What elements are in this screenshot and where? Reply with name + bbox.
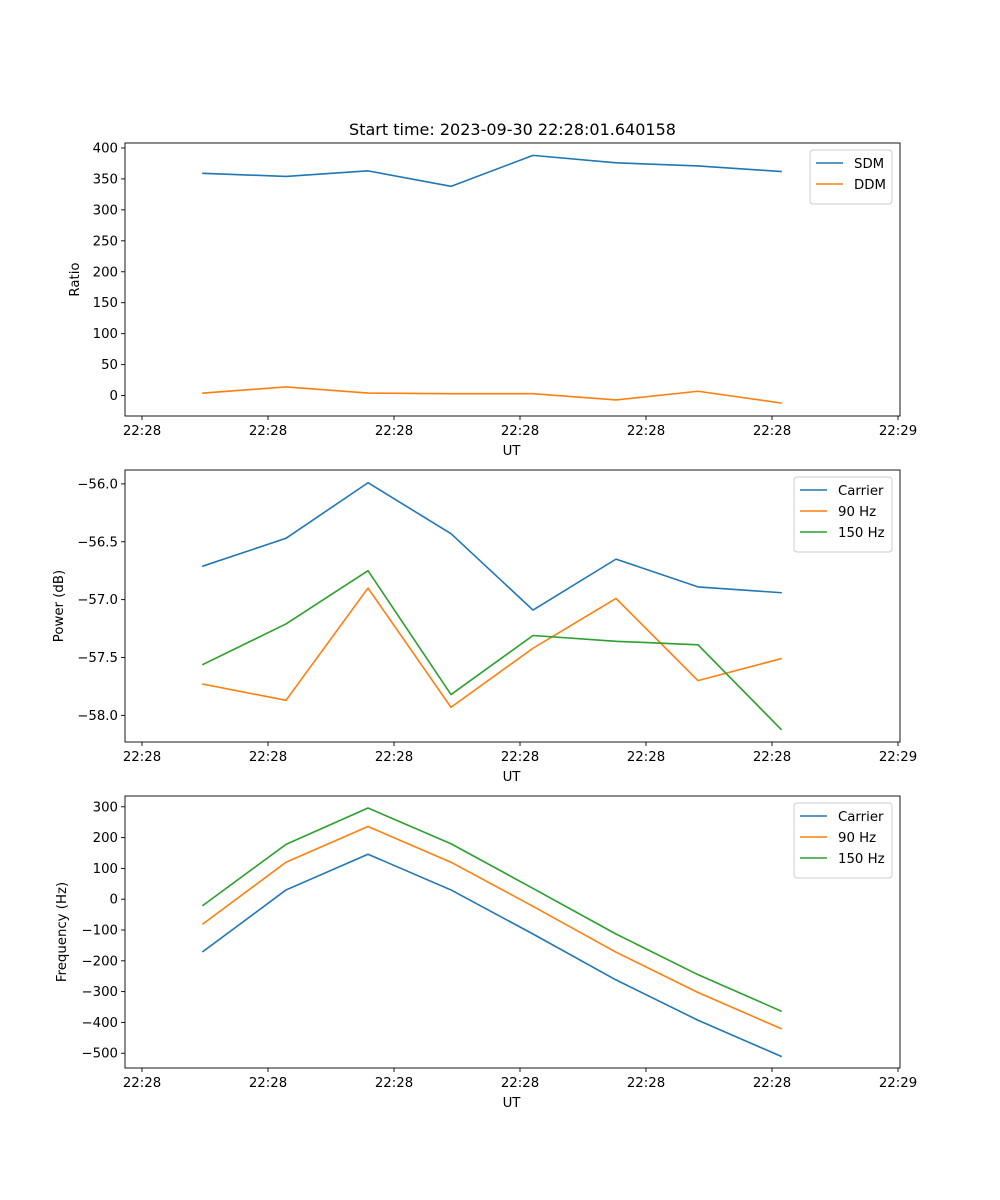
x-tick-label: 22:28 — [249, 424, 287, 439]
chart-panel-3: 22:28 22:28 22:28 22:28 22:28 22:28 22:29 −500 −… — [55, 795, 917, 1111]
x-tick-label: 22:28 — [123, 750, 161, 765]
legend-label: DDM — [854, 178, 886, 193]
y-tick-label: −57.0 — [77, 593, 118, 608]
legend: Carrier 90 Hz 150 Hz — [793, 476, 893, 553]
y-tick-label: 300 — [93, 203, 118, 218]
y-tick-label: 100 — [93, 862, 118, 877]
x-tick-label: 22:28 — [123, 1076, 161, 1091]
series-line-carrier — [201, 481, 782, 611]
x-tick-label: 22:28 — [501, 750, 539, 765]
y-tick-label: 50 — [101, 358, 118, 373]
axes-frame — [124, 142, 901, 417]
x-tick-label: 22:28 — [753, 750, 791, 765]
legend-label: 90 Hz — [838, 505, 876, 520]
y-tick-label: 0 — [110, 893, 118, 908]
x-axis-label: UT — [503, 444, 522, 459]
x-tick-label: 22:28 — [123, 424, 161, 439]
y-tick-label: 0 — [110, 389, 118, 404]
x-tick-label: 22:28 — [249, 1076, 287, 1091]
y-tick-label: −56.0 — [77, 477, 118, 492]
series-line-150-hz — [201, 807, 783, 1013]
y-axis-label: Ratio — [68, 262, 83, 296]
chart-panel-2: 22:28 22:28 22:28 22:28 22:28 22:28 22:29 −58.0… — [52, 469, 917, 785]
axes-frame — [124, 795, 901, 1069]
x-tick-label: 22:28 — [627, 750, 665, 765]
x-tick-label: 22:29 — [879, 424, 917, 439]
series-line-ddm — [202, 386, 782, 404]
x-tick-label: 22:29 — [879, 1076, 917, 1091]
x-tick-label: 22:28 — [501, 1076, 539, 1091]
y-tick-label: 100 — [93, 327, 118, 342]
y-tick-label: −500 — [81, 1047, 118, 1062]
legend-label: 150 Hz — [838, 526, 885, 541]
legend-label: 150 Hz — [838, 852, 885, 867]
x-tick-label: 22:28 — [753, 424, 791, 439]
legend-label: 90 Hz — [838, 831, 876, 846]
series-line-90-hz — [202, 587, 782, 709]
series-line-90-hz — [201, 825, 783, 1030]
y-tick-label: −400 — [81, 1016, 118, 1031]
y-tick-label: 400 — [93, 141, 118, 156]
y-tick-label: −56.5 — [77, 535, 118, 550]
y-axis-label: Power (dB) — [52, 570, 67, 642]
y-axis-label: Frequency (Hz) — [55, 882, 70, 982]
series-line-sdm — [202, 154, 782, 188]
x-tick-label: 22:28 — [375, 1076, 413, 1091]
legend-box — [793, 802, 893, 879]
y-tick-label: 300 — [93, 800, 118, 815]
chart-title: Start time: 2023-09-30 22:28:01.640158 — [349, 120, 676, 139]
legend-label: Carrier — [838, 810, 884, 825]
x-tick-label: 22:28 — [375, 750, 413, 765]
x-tick-label: 22:28 — [501, 424, 539, 439]
y-tick-label: 200 — [93, 265, 118, 280]
x-tick-label: 22:28 — [627, 424, 665, 439]
y-tick-label: −57.5 — [77, 651, 118, 666]
x-axis-label: UT — [503, 770, 522, 785]
x-tick-label: 22:28 — [753, 1076, 791, 1091]
legend-box — [793, 476, 893, 553]
y-tick-label: −100 — [81, 923, 118, 938]
y-tick-label: 150 — [93, 296, 118, 311]
x-tick-label: 22:28 — [375, 424, 413, 439]
y-tick-label: 250 — [93, 234, 118, 249]
y-tick-label: 350 — [93, 172, 118, 187]
series-line-150-hz — [201, 569, 783, 731]
series-line-carrier — [201, 853, 783, 1058]
legend-label: SDM — [854, 157, 884, 172]
legend: SDM DDM — [809, 149, 893, 205]
chart-panel-1: Start time: 2023-09-30 22:28:01.640158 22… — [68, 120, 917, 459]
x-axis-label: UT — [503, 1096, 522, 1111]
y-tick-label: −58.0 — [77, 709, 118, 724]
y-tick-label: −300 — [81, 985, 118, 1000]
y-tick-label: 200 — [93, 831, 118, 846]
x-tick-label: 22:28 — [249, 750, 287, 765]
x-tick-label: 22:28 — [627, 1076, 665, 1091]
axes-frame — [124, 469, 901, 743]
legend: Carrier 90 Hz 150 Hz — [793, 802, 893, 879]
y-tick-label: −200 — [81, 954, 118, 969]
x-tick-label: 22:29 — [879, 750, 917, 765]
legend-label: Carrier — [838, 484, 884, 499]
